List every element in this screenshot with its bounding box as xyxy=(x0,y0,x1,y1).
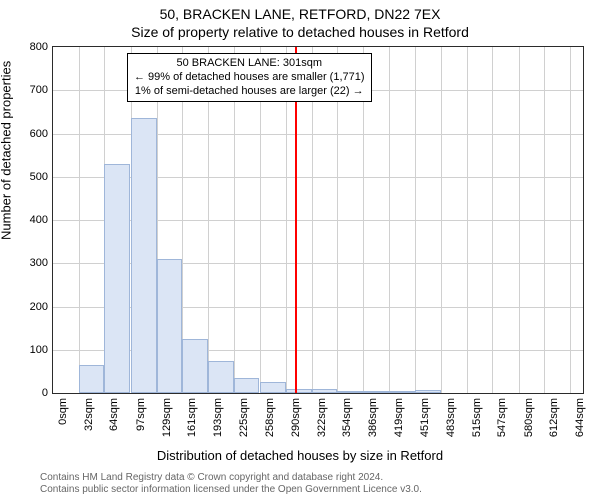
histogram-bar xyxy=(312,389,338,393)
x-axis-label: Distribution of detached houses by size … xyxy=(0,448,600,463)
y-tick-label: 300 xyxy=(8,257,48,269)
annotation-line1: 50 BRACKEN LANE: 301sqm xyxy=(134,57,365,71)
histogram-bar xyxy=(260,382,286,393)
x-tick-label: 322sqm xyxy=(316,398,328,448)
gridline-v xyxy=(415,47,416,393)
x-tick-label: 129sqm xyxy=(161,398,173,448)
x-tick-label: 97sqm xyxy=(135,398,147,448)
histogram-bar xyxy=(182,339,208,393)
x-tick-label: 0sqm xyxy=(57,398,69,448)
histogram-bar xyxy=(79,365,105,393)
plot-area: 50 BRACKEN LANE: 301sqm ← 99% of detache… xyxy=(52,46,584,394)
gridline-v xyxy=(389,47,390,393)
gridline-v xyxy=(492,47,493,393)
histogram-bar xyxy=(234,378,260,393)
y-tick-label: 600 xyxy=(8,128,48,140)
x-tick-label: 515sqm xyxy=(471,398,483,448)
x-tick-label: 612sqm xyxy=(548,398,560,448)
gridline-v xyxy=(467,47,468,393)
x-tick-label: 64sqm xyxy=(108,398,120,448)
histogram-bar xyxy=(104,164,130,393)
chart-title-line1: 50, BRACKEN LANE, RETFORD, DN22 7EX xyxy=(0,6,600,22)
x-tick-label: 547sqm xyxy=(496,398,508,448)
x-tick-label: 483sqm xyxy=(445,398,457,448)
histogram-bar xyxy=(389,391,415,393)
x-tick-label: 580sqm xyxy=(523,398,535,448)
x-tick-label: 290sqm xyxy=(290,398,302,448)
footer-line1: Contains HM Land Registry data © Crown c… xyxy=(40,472,422,484)
x-tick-label: 451sqm xyxy=(419,398,431,448)
y-tick-label: 700 xyxy=(8,84,48,96)
histogram-bar xyxy=(286,389,312,393)
gridline-v xyxy=(544,47,545,393)
x-tick-label: 419sqm xyxy=(393,398,405,448)
gridline-v xyxy=(441,47,442,393)
histogram-bar xyxy=(363,391,389,393)
x-tick-label: 354sqm xyxy=(341,398,353,448)
x-tick-label: 386sqm xyxy=(367,398,379,448)
y-tick-label: 200 xyxy=(8,301,48,313)
histogram-bar xyxy=(337,391,363,393)
annotation-line2: ← 99% of detached houses are smaller (1,… xyxy=(134,71,365,85)
x-tick-label: 644sqm xyxy=(574,398,586,448)
chart-title-line2: Size of property relative to detached ho… xyxy=(0,24,600,40)
y-tick-label: 400 xyxy=(8,214,48,226)
histogram-bar xyxy=(208,361,234,393)
histogram-bar xyxy=(157,259,183,393)
gridline-v xyxy=(79,47,80,393)
footer-attribution: Contains HM Land Registry data © Crown c… xyxy=(40,472,422,496)
y-tick-label: 800 xyxy=(8,41,48,53)
chart-container: 50, BRACKEN LANE, RETFORD, DN22 7EX Size… xyxy=(0,0,600,500)
y-tick-label: 0 xyxy=(8,387,48,399)
x-tick-label: 193sqm xyxy=(212,398,224,448)
annotation-box: 50 BRACKEN LANE: 301sqm ← 99% of detache… xyxy=(127,53,372,102)
gridline-v xyxy=(519,47,520,393)
histogram-bar xyxy=(415,390,441,393)
x-tick-label: 161sqm xyxy=(186,398,198,448)
y-tick-label: 100 xyxy=(8,344,48,356)
footer-line2: Contains public sector information licen… xyxy=(40,484,422,496)
y-tick-label: 500 xyxy=(8,171,48,183)
gridline-v xyxy=(570,47,571,393)
x-tick-label: 32sqm xyxy=(83,398,95,448)
histogram-bar xyxy=(131,118,157,393)
x-tick-label: 225sqm xyxy=(238,398,250,448)
annotation-line3: 1% of semi-detached houses are larger (2… xyxy=(134,85,365,99)
x-tick-label: 258sqm xyxy=(264,398,276,448)
